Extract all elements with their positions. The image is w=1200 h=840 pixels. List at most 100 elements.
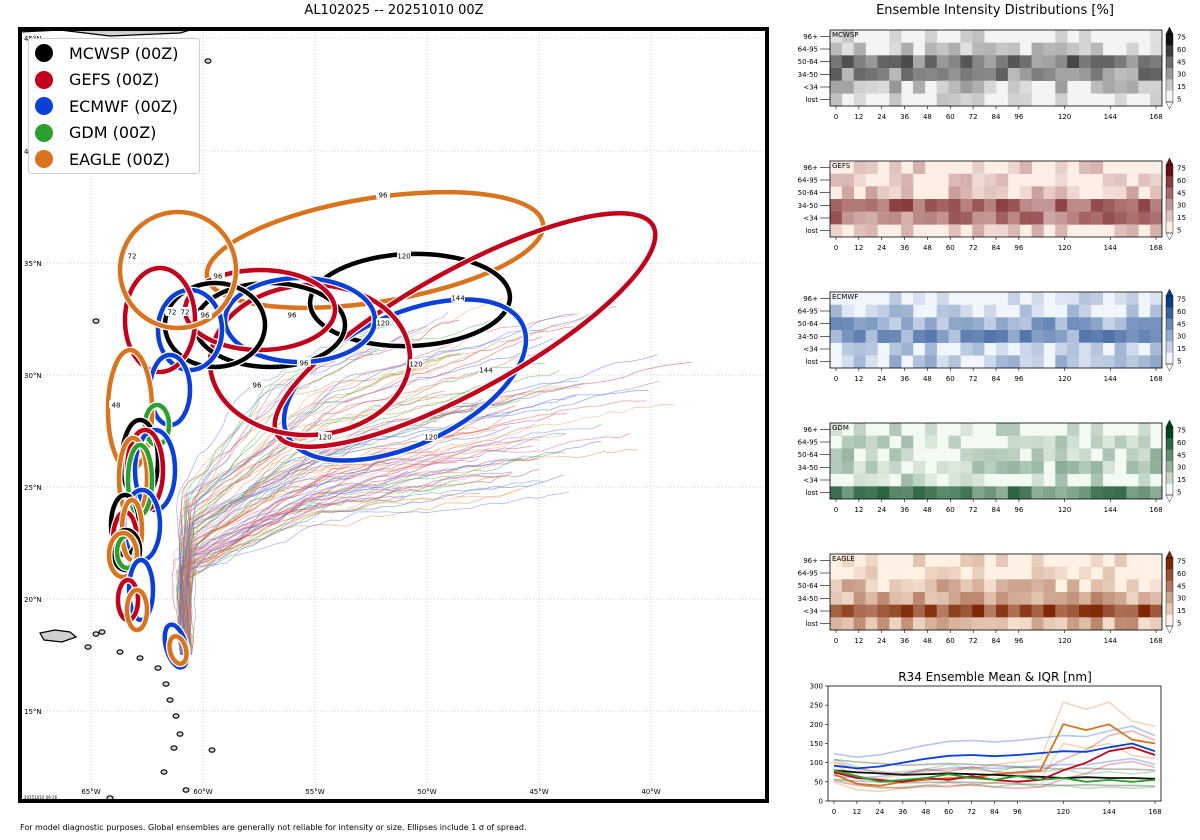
ellipse-hour-label: 120	[376, 320, 389, 328]
heat-cell	[1138, 355, 1151, 369]
heat-cell	[1079, 330, 1092, 343]
x-tick-label: 48	[923, 506, 932, 514]
heat-cell	[913, 161, 926, 174]
heat-cell	[1138, 473, 1151, 487]
heat-cell	[1007, 604, 1021, 618]
heat-cell	[1138, 173, 1151, 187]
heat-cell	[913, 579, 926, 593]
mean-line-gdm	[833, 769, 1156, 783]
x-tick-label: 36	[900, 375, 909, 383]
legend-label: GEFS (00Z)	[69, 70, 160, 89]
colorbar-tick-label: 5	[1177, 96, 1181, 104]
heat-cell	[1138, 55, 1151, 69]
heat-cell	[853, 604, 866, 618]
heat-cell	[948, 604, 961, 618]
colorbar-tick-label: 60	[1177, 46, 1186, 54]
heat-cell	[1150, 304, 1163, 318]
legend-item: GEFS (00Z)	[35, 69, 159, 91]
heat-cell	[877, 80, 890, 94]
colorbar-arrow-bottom	[1165, 363, 1174, 372]
heat-cell	[1079, 566, 1092, 580]
x-tick-label: 24	[877, 506, 886, 514]
heat-cell	[1079, 592, 1092, 605]
y-tick-label: 50	[814, 778, 823, 786]
ellipse-label-bg	[397, 251, 411, 260]
heat-cell	[1007, 592, 1021, 605]
heat-cell	[1031, 486, 1044, 500]
heat-cell	[996, 604, 1009, 618]
heat-cell	[1067, 486, 1080, 500]
heat-cell	[972, 604, 985, 618]
heat-cell	[1031, 461, 1044, 474]
heat-cell	[948, 355, 961, 369]
heat-cell	[1019, 93, 1032, 107]
panel-mcwsp: MCWSP 96+ 64-95 50-64 34-50 <34 lost 0 12 24 36 48 6…	[798, 26, 1186, 121]
x-tick-label: 24	[877, 637, 886, 645]
heat-cell	[996, 330, 1009, 343]
heat-cell	[948, 224, 961, 238]
heat-cell	[1055, 461, 1068, 474]
heat-cell	[913, 461, 926, 474]
heat-cell	[1031, 330, 1044, 343]
heat-cell	[948, 93, 961, 107]
ellipse-label-bg	[479, 365, 493, 374]
heat-cell	[984, 80, 997, 94]
heat-cell	[901, 68, 914, 81]
legend-item: ECMWF (00Z)	[35, 95, 178, 117]
heat-cell	[877, 330, 890, 343]
heat-cell	[1007, 55, 1021, 69]
heat-cell	[877, 486, 890, 500]
heat-cell	[1126, 486, 1139, 500]
heat-cell	[913, 55, 926, 69]
heat-cell	[1090, 461, 1104, 474]
heat-cell	[1138, 604, 1151, 618]
heat-cell	[865, 579, 878, 593]
heat-cell	[841, 617, 855, 631]
heat-cell	[972, 80, 985, 94]
heat-cell	[865, 330, 878, 343]
ensemble-track	[173, 433, 566, 656]
heat-cell	[1055, 486, 1068, 500]
heat-cell	[1031, 199, 1044, 212]
ellipse-label-bg	[109, 400, 123, 409]
heat-cell	[853, 461, 866, 474]
x-tick-label: 48	[921, 808, 930, 816]
iqr-line-ecmwf	[833, 757, 1156, 779]
heat-cell	[889, 173, 902, 187]
heat-cell	[830, 461, 843, 474]
colorbar-segment	[1166, 592, 1173, 604]
heat-cell	[1126, 55, 1139, 69]
heat-cell	[1126, 224, 1139, 238]
heat-cell	[1031, 292, 1044, 305]
heat-cell	[913, 199, 926, 212]
heat-cell	[1150, 186, 1163, 200]
x-tick-label: 84	[990, 808, 999, 816]
colorbar-frame	[1165, 33, 1174, 103]
heat-cell	[984, 448, 997, 462]
colorbar-segment	[1166, 199, 1173, 211]
heat-cell	[1114, 592, 1127, 605]
ellipse-hour-label: 120	[318, 434, 331, 442]
colorbar-segment	[1166, 461, 1173, 473]
heat-cell	[1019, 80, 1032, 94]
x-tick-label: 0	[834, 637, 838, 645]
ellipse-hour-label: 96	[300, 360, 309, 368]
heat-cell	[948, 592, 961, 605]
heat-cell	[865, 199, 878, 212]
heat-cell	[948, 330, 961, 343]
colorbar-tick-label: 75	[1177, 296, 1186, 304]
heat-cell	[901, 473, 914, 487]
heat-cell	[1055, 355, 1068, 369]
colorbar-segment	[1166, 558, 1173, 570]
heat-cell	[984, 304, 997, 318]
heat-cell	[1007, 448, 1021, 462]
heat-cell	[1090, 435, 1104, 449]
x-tick-label: 48	[923, 244, 932, 252]
heat-cell	[1150, 355, 1163, 369]
heat-cell	[1055, 55, 1068, 69]
heat-cell	[1102, 566, 1115, 580]
heat-cell	[984, 173, 997, 187]
ellipse-label-bg	[376, 318, 390, 327]
spread-ellipse	[167, 634, 189, 666]
heat-cell	[853, 199, 866, 212]
